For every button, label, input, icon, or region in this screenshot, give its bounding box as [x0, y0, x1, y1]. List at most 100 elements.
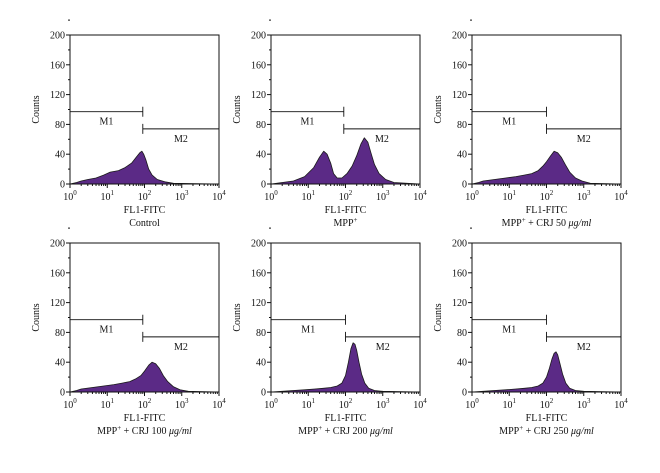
- gate-label: M1: [99, 325, 113, 336]
- condition-label: MPP+: [334, 216, 358, 229]
- condition-unit: μg/ml: [568, 218, 592, 229]
- x-tick-exponent: 2: [148, 189, 152, 197]
- x-tick-base: 10: [264, 192, 274, 203]
- x-tick-base: 10: [540, 192, 550, 203]
- x-axis-label: FL1-FITC: [124, 205, 166, 216]
- y-tick-label: 200: [50, 31, 65, 42]
- x-tick-base: 10: [413, 192, 423, 203]
- y-tick-label: 40: [457, 358, 467, 369]
- x-tick-exponent: 3: [185, 189, 189, 197]
- y-tick-label: 200: [50, 239, 65, 250]
- x-tick-exponent: 4: [624, 189, 628, 197]
- x-tick-label: 104: [413, 189, 427, 203]
- y-tick-label: 200: [251, 31, 266, 42]
- condition-label: MPP+ + CRJ 200 μg/ml: [298, 424, 393, 437]
- x-tick-label: 104: [212, 189, 226, 203]
- x-tick-label: 103: [175, 397, 189, 411]
- x-tick-exponent: 0: [274, 397, 278, 405]
- x-tick-exponent: 4: [624, 397, 628, 405]
- x-tick-base: 10: [302, 192, 312, 203]
- x-tick-base: 10: [63, 192, 73, 203]
- x-tick-base: 10: [465, 400, 475, 411]
- x-tick-label: 102: [339, 397, 353, 411]
- histogram-area: [270, 137, 421, 185]
- x-tick-exponent: 4: [222, 397, 226, 405]
- gate-marker-2: M2: [142, 331, 220, 353]
- x-tick-label: 102: [339, 189, 353, 203]
- condition-superscript: +: [117, 424, 121, 432]
- x-tick-base: 10: [465, 192, 475, 203]
- condition-superscript: +: [519, 424, 523, 432]
- gate-label: M1: [300, 117, 314, 128]
- y-tick-label: 40: [256, 150, 266, 161]
- y-tick-label: 120: [251, 90, 266, 101]
- x-tick-label: 101: [302, 189, 316, 203]
- x-tick-base: 10: [577, 400, 587, 411]
- x-tick-base: 10: [264, 400, 274, 411]
- y-tick-label: 160: [50, 268, 65, 279]
- condition-treatment: + CRJ 250: [523, 426, 571, 437]
- gate-label: M2: [174, 134, 188, 145]
- x-tick-base: 10: [302, 400, 312, 411]
- condition-unit: μg/ml: [168, 426, 192, 437]
- gate-label: M2: [376, 342, 390, 353]
- x-tick-exponent: 0: [73, 397, 77, 405]
- x-tick-label: 104: [413, 397, 427, 411]
- x-tick-base: 10: [376, 400, 386, 411]
- x-axis-label: FL1-FITC: [325, 205, 367, 216]
- condition-treatment: + CRJ 200: [322, 426, 370, 437]
- condition-name: Control: [129, 218, 160, 229]
- gate-marker-2: M2: [546, 123, 622, 145]
- x-tick-label: 100: [264, 189, 278, 203]
- condition-label: MPP+ + CRJ 100 μg/ml: [97, 424, 192, 437]
- x-tick-exponent: 3: [185, 397, 189, 405]
- gate-marker-1: M1: [69, 106, 144, 128]
- x-tick-base: 10: [503, 192, 513, 203]
- condition-name: MPP: [97, 426, 117, 437]
- condition-label: MPP+ + CRJ 50 μg/ml: [502, 216, 592, 229]
- x-tick-exponent: 3: [386, 189, 390, 197]
- condition-treatment: + CRJ 100: [121, 426, 169, 437]
- x-axis-label: FL1-FITC: [124, 413, 166, 424]
- y-tick-label: 120: [452, 90, 467, 101]
- x-tick-exponent: 2: [349, 189, 353, 197]
- x-tick-exponent: 1: [312, 397, 316, 405]
- x-tick-base: 10: [577, 192, 587, 203]
- condition-name: MPP: [298, 426, 318, 437]
- x-tick-base: 10: [138, 192, 148, 203]
- condition-superscript: +: [522, 216, 526, 224]
- x-tick-exponent: 1: [513, 397, 517, 405]
- x-tick-base: 10: [101, 192, 111, 203]
- y-tick-label: 200: [452, 239, 467, 250]
- condition-treatment: + CRJ 50: [526, 218, 569, 229]
- y-tick-label: 0: [60, 388, 65, 399]
- y-tick-label: 200: [452, 31, 467, 42]
- y-tick-label: 120: [251, 298, 266, 309]
- gate-label: M2: [577, 134, 591, 145]
- x-tick-exponent: 2: [550, 189, 554, 197]
- y-tick-label: 200: [251, 239, 266, 250]
- y-axis-label: Counts: [433, 303, 444, 331]
- x-tick-exponent: 1: [312, 189, 316, 197]
- x-tick-exponent: 0: [73, 189, 77, 197]
- x-tick-base: 10: [101, 400, 111, 411]
- histogram-area: [471, 150, 622, 185]
- y-axis-label: Counts: [31, 303, 42, 331]
- histogram-area: [69, 361, 220, 393]
- x-tick-base: 10: [175, 192, 185, 203]
- y-axis-label: Counts: [232, 303, 243, 331]
- gate-marker-2: M2: [142, 123, 220, 145]
- gate-marker-2: M2: [546, 331, 622, 353]
- x-tick-label: 101: [503, 189, 517, 203]
- histogram-area: [270, 342, 421, 393]
- x-tick-label: 100: [465, 397, 479, 411]
- x-tick-base: 10: [339, 192, 349, 203]
- gate-marker-1: M1: [69, 314, 144, 336]
- y-tick-label: 0: [462, 180, 467, 191]
- y-tick-label: 160: [251, 268, 266, 279]
